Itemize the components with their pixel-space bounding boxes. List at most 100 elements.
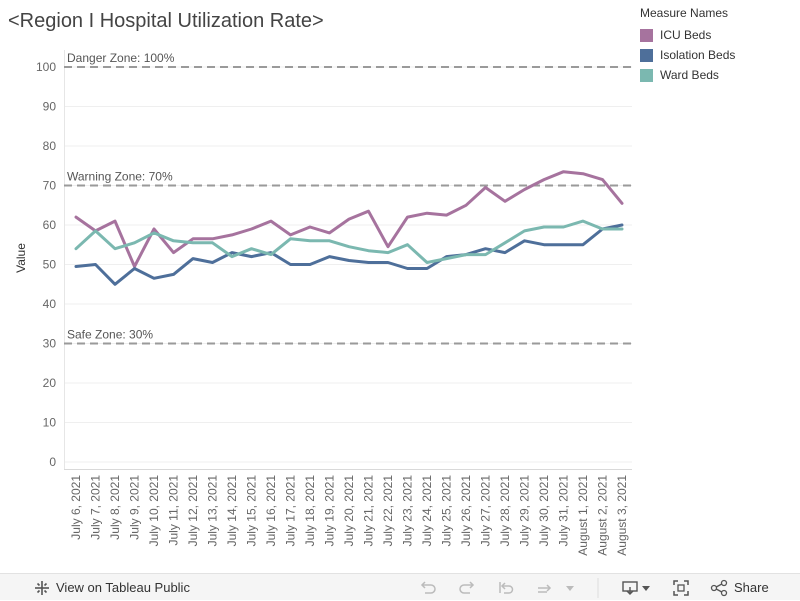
share-icon xyxy=(710,579,728,596)
data-point xyxy=(328,232,331,235)
y-axis: 0 10 20 30 40 50 60 70 80 90 100 xyxy=(36,60,56,469)
download-icon[interactable] xyxy=(621,574,639,601)
y-tick-label: 40 xyxy=(43,297,57,311)
data-point xyxy=(504,251,507,254)
x-tick-label: July 6, 2021 xyxy=(69,475,83,540)
legend-title: Measure Names xyxy=(640,6,729,20)
data-point xyxy=(523,239,526,242)
data-point xyxy=(582,220,585,223)
y-tick-label: 100 xyxy=(36,60,56,74)
data-point xyxy=(562,170,565,173)
series-lines xyxy=(74,170,624,286)
data-point xyxy=(426,261,429,264)
legend-label: Isolation Beds xyxy=(660,48,736,62)
x-tick-label: July 12, 2021 xyxy=(186,475,200,547)
x-tick-label: July 21, 2021 xyxy=(362,475,376,547)
y-tick-label: 20 xyxy=(43,376,57,390)
redo-icon[interactable] xyxy=(458,574,476,601)
reference-lines: Danger Zone: 100% Warning Zone: 70% Safe Z… xyxy=(64,51,632,345)
data-point xyxy=(601,178,604,181)
data-point xyxy=(328,239,331,242)
download-dropdown-chevron-icon[interactable] xyxy=(642,574,650,601)
y-tick-label: 70 xyxy=(43,179,57,193)
data-point xyxy=(250,247,253,250)
x-tick-label: July 23, 2021 xyxy=(401,475,415,547)
undo-icon[interactable] xyxy=(419,574,437,601)
x-tick-label: July 15, 2021 xyxy=(245,475,259,547)
data-point xyxy=(523,188,526,191)
legend-label: Ward Beds xyxy=(660,68,719,82)
data-point xyxy=(153,232,156,235)
data-point xyxy=(289,263,292,266)
data-point xyxy=(75,216,78,219)
data-point xyxy=(270,253,273,256)
legend-item-ward-beds[interactable]: Ward Beds xyxy=(640,65,735,85)
data-point xyxy=(289,233,292,236)
reference-line-label: Safe Zone: 30% xyxy=(67,328,153,342)
data-point xyxy=(211,237,214,240)
fullscreen-icon[interactable] xyxy=(672,574,690,601)
data-point xyxy=(426,212,429,215)
share-label: Share xyxy=(734,580,769,595)
legend-swatch-isolation xyxy=(640,48,653,62)
data-point xyxy=(445,214,448,217)
x-tick-label: July 29, 2021 xyxy=(518,475,532,547)
refresh-icon[interactable] xyxy=(535,574,553,601)
data-point xyxy=(562,226,565,229)
data-point xyxy=(465,204,468,207)
x-tick-label: July 28, 2021 xyxy=(498,475,512,547)
data-point xyxy=(562,243,565,246)
legend-item-icu-beds[interactable]: ICU Beds xyxy=(640,25,735,45)
refresh-dropdown-chevron-icon[interactable] xyxy=(566,574,574,601)
x-tick-label: July 24, 2021 xyxy=(420,475,434,547)
view-on-tableau-public-link[interactable]: View on Tableau Public xyxy=(56,580,190,595)
data-point xyxy=(133,241,136,244)
data-point xyxy=(367,261,370,264)
reference-line-label: Danger Zone: 100% xyxy=(67,51,175,65)
x-tick-label: July 25, 2021 xyxy=(440,475,454,547)
data-point xyxy=(348,259,351,262)
data-point xyxy=(94,230,97,233)
data-point xyxy=(445,257,448,260)
data-point xyxy=(484,247,487,250)
data-point xyxy=(250,255,253,258)
y-tick-label: 90 xyxy=(43,100,57,114)
data-point xyxy=(250,228,253,231)
data-point xyxy=(543,226,546,229)
data-point xyxy=(387,261,390,264)
data-point xyxy=(504,241,507,244)
data-point xyxy=(406,216,409,219)
data-point xyxy=(192,237,195,240)
reference-line-label: Warning Zone: 70% xyxy=(67,170,173,184)
x-axis: July 6, 2021 July 7, 2021 July 8, 2021 July… xyxy=(69,475,629,556)
data-point xyxy=(192,241,195,244)
data-point xyxy=(75,247,78,250)
data-point xyxy=(309,226,312,229)
data-point xyxy=(211,241,214,244)
data-point xyxy=(465,253,468,256)
y-tick-label: 50 xyxy=(43,258,57,272)
data-point xyxy=(114,283,117,286)
data-point xyxy=(289,237,292,240)
x-tick-label: July 8, 2021 xyxy=(108,475,122,540)
legend-item-isolation-beds[interactable]: Isolation Beds xyxy=(640,45,735,65)
data-point xyxy=(484,186,487,189)
x-tick-label: July 19, 2021 xyxy=(323,475,337,547)
x-tick-label: July 13, 2021 xyxy=(206,475,220,547)
x-tick-label: July 31, 2021 xyxy=(557,475,571,547)
series-line-ward-beds xyxy=(74,219,624,264)
x-tick-label: July 18, 2021 xyxy=(303,475,317,547)
data-point xyxy=(309,239,312,242)
revert-icon[interactable] xyxy=(497,574,515,601)
data-point xyxy=(328,255,331,258)
share-button[interactable]: Share xyxy=(710,574,769,601)
y-tick-label: 10 xyxy=(43,416,57,430)
data-point xyxy=(270,220,273,223)
data-point xyxy=(192,257,195,260)
data-point xyxy=(523,230,526,233)
data-point xyxy=(231,251,234,254)
tableau-logo-icon xyxy=(34,574,50,601)
series-line-isolation-beds xyxy=(74,223,624,286)
x-tick-label: July 7, 2021 xyxy=(89,475,103,540)
x-tick-label: July 9, 2021 xyxy=(128,475,142,540)
